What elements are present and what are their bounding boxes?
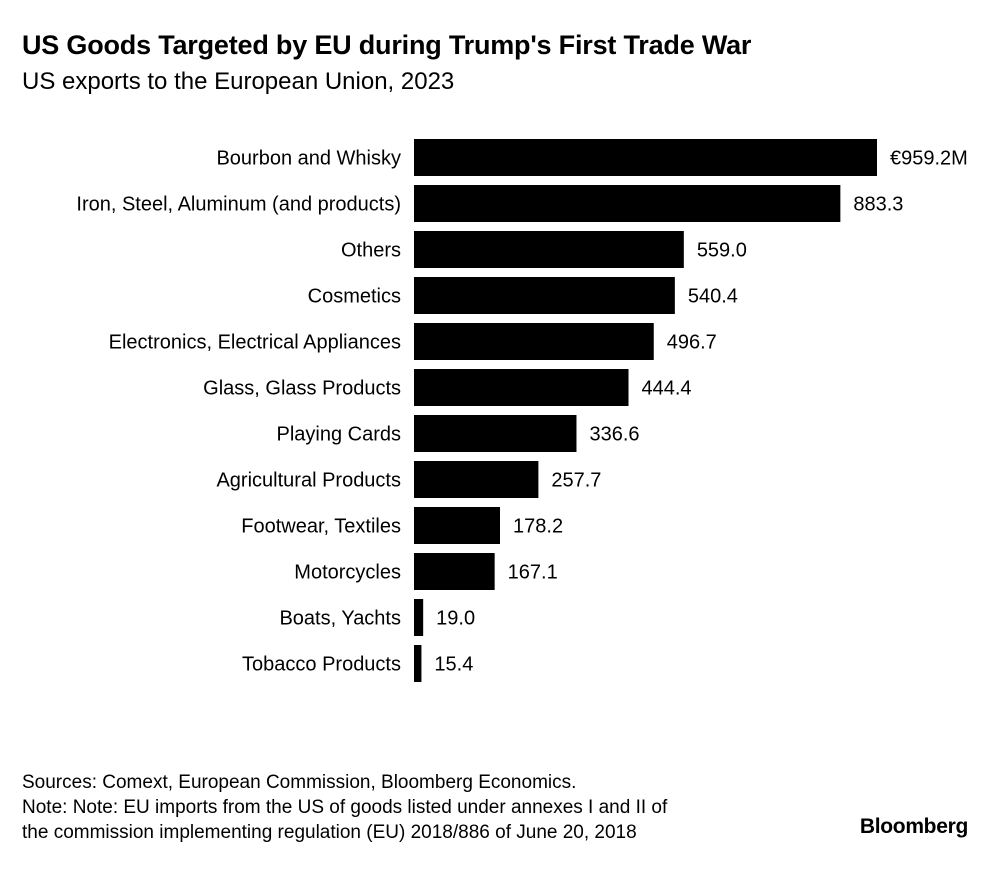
value-label: €959.2M <box>890 148 968 170</box>
chart-title: US Goods Targeted by EU during Trump's F… <box>22 30 752 60</box>
value-label: 883.3 <box>853 194 903 216</box>
category-label: Cosmetics <box>308 286 401 308</box>
category-label: Glass, Glass Products <box>203 378 401 400</box>
note-text-line-1: Note: Note: EU imports from the US of go… <box>22 797 668 818</box>
category-label: Iron, Steel, Aluminum (and products) <box>76 194 401 216</box>
bar <box>414 645 422 682</box>
value-label: 178.2 <box>513 516 563 538</box>
chart-footer: Sources: Comext, European Commission, Bl… <box>22 770 667 845</box>
value-label: 167.1 <box>508 562 558 584</box>
bar <box>414 461 539 498</box>
value-label: 496.7 <box>667 332 717 354</box>
note-text-line-2: the commission implementing regulation (… <box>22 822 637 843</box>
value-label: 444.4 <box>642 378 692 400</box>
chart-subtitle: US exports to the European Union, 2023 <box>22 68 455 95</box>
bar <box>414 415 577 452</box>
category-label: Boats, Yachts <box>279 608 401 630</box>
value-label: 15.4 <box>434 654 473 676</box>
category-label: Electronics, Electrical Appliances <box>109 332 401 354</box>
category-label: Motorcycles <box>294 562 401 584</box>
bar <box>414 277 675 314</box>
bar <box>414 185 841 222</box>
category-label: Agricultural Products <box>216 470 401 492</box>
value-label: 257.7 <box>551 470 601 492</box>
category-label: Tobacco Products <box>242 654 401 676</box>
value-label: 336.6 <box>589 424 639 446</box>
bar <box>414 507 501 544</box>
bar <box>414 553 495 590</box>
bar <box>414 599 424 636</box>
value-label: 540.4 <box>688 286 738 308</box>
value-label: 559.0 <box>697 240 747 262</box>
category-label: Bourbon and Whisky <box>216 148 401 170</box>
value-label: 19.0 <box>436 608 475 630</box>
sources-text: Sources: Comext, European Commission, Bl… <box>22 772 577 793</box>
bar <box>414 369 629 406</box>
category-label: Playing Cards <box>276 424 401 446</box>
bloomberg-logo: Bloomberg <box>859 815 968 838</box>
bar <box>414 139 877 176</box>
bar <box>414 231 684 268</box>
bar <box>414 323 654 360</box>
category-label: Others <box>341 240 401 262</box>
category-label: Footwear, Textiles <box>241 516 401 538</box>
